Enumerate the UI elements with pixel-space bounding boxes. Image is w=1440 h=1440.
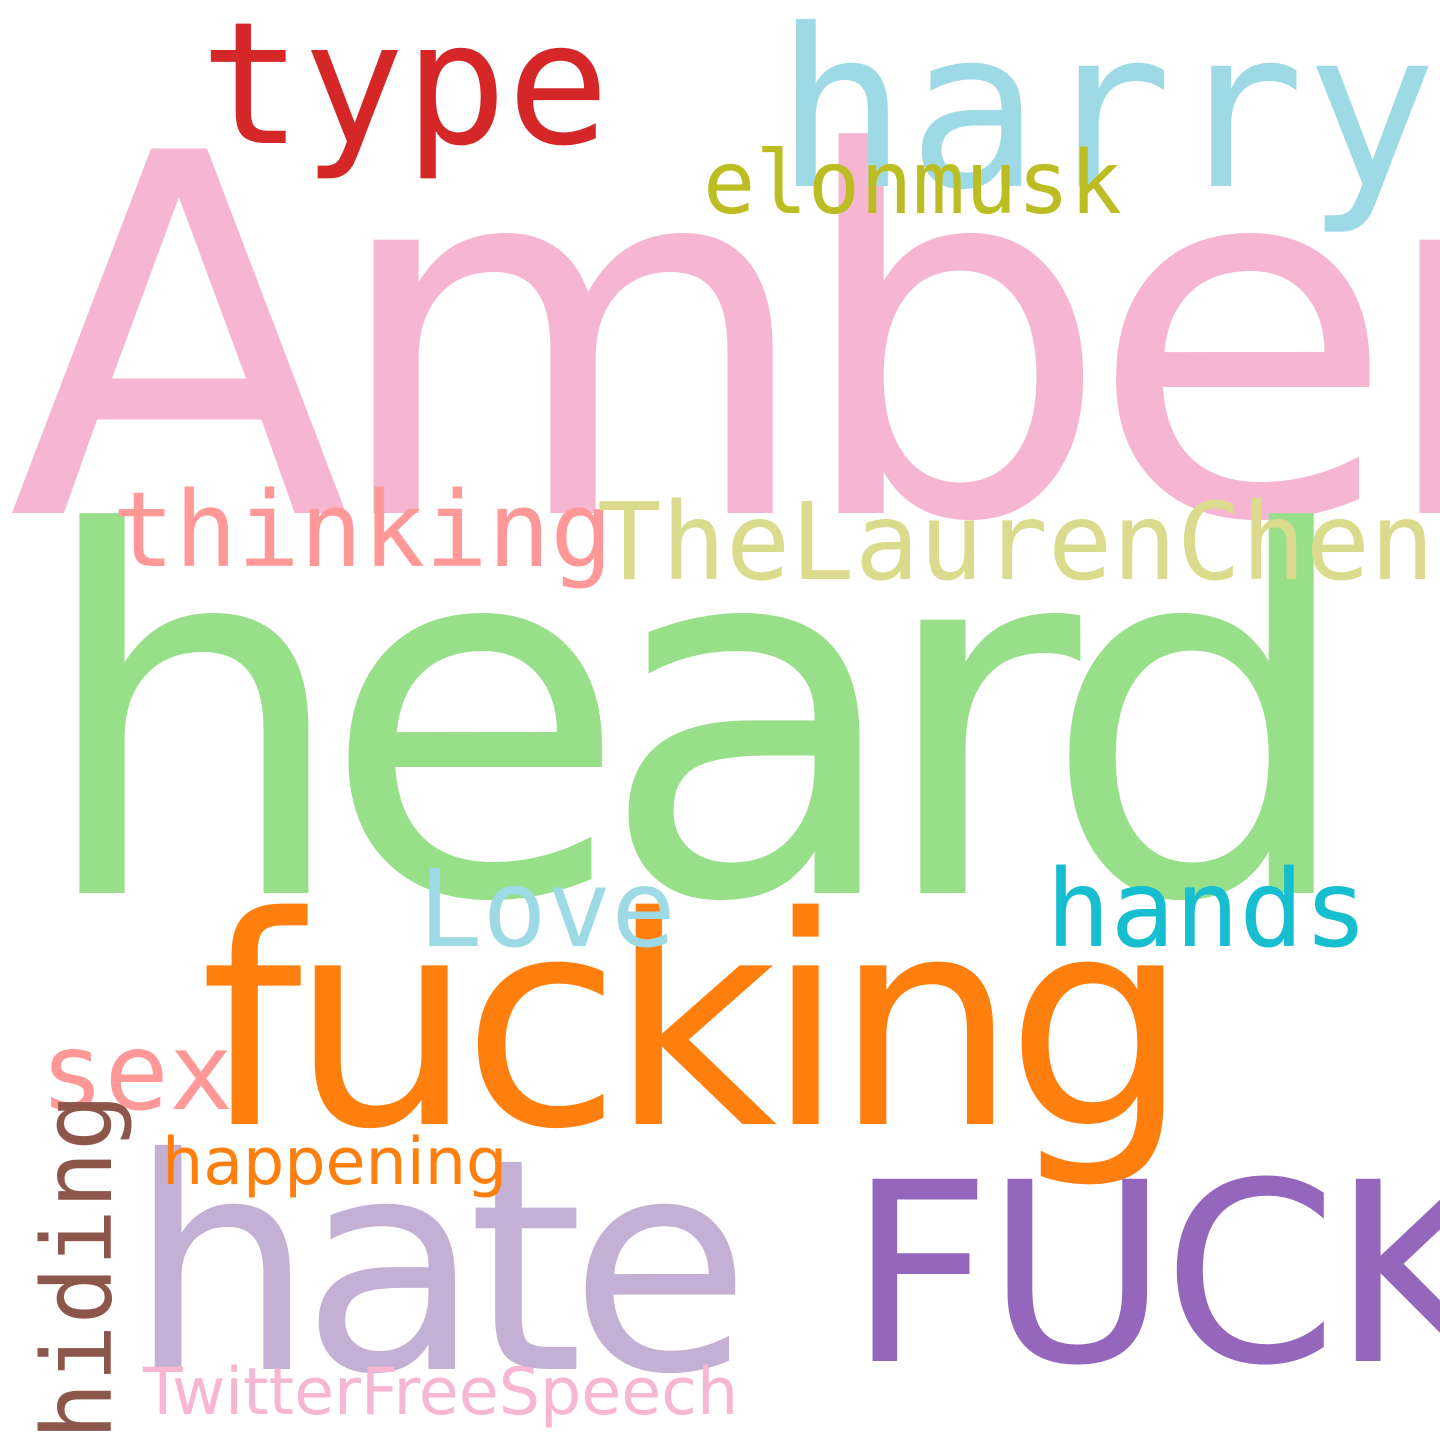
word-happening: happening (162, 1125, 508, 1200)
word-thinking: thinking (112, 469, 613, 591)
word-love: Love (418, 848, 676, 972)
word-fucking: fucking (200, 856, 1190, 1193)
word-hate: hate (128, 1095, 751, 1439)
word-elonmusk: elonmusk (703, 132, 1123, 234)
word-harry: harry (775, 0, 1438, 238)
word-twitterfreespeech: TwitterFreeSpeech (143, 1355, 739, 1430)
word-hands: hands (1046, 848, 1369, 972)
word-type: type (200, 0, 610, 184)
word-thelaurenchen: TheLaurenChen (597, 481, 1435, 605)
word-amber: Amber (8, 49, 1440, 631)
word-fuck-caps: FUCK (848, 1129, 1440, 1420)
word-hiding: hiding (22, 1093, 134, 1440)
word-sex: sex (40, 1011, 234, 1135)
word-heard: heard (34, 429, 1359, 1011)
